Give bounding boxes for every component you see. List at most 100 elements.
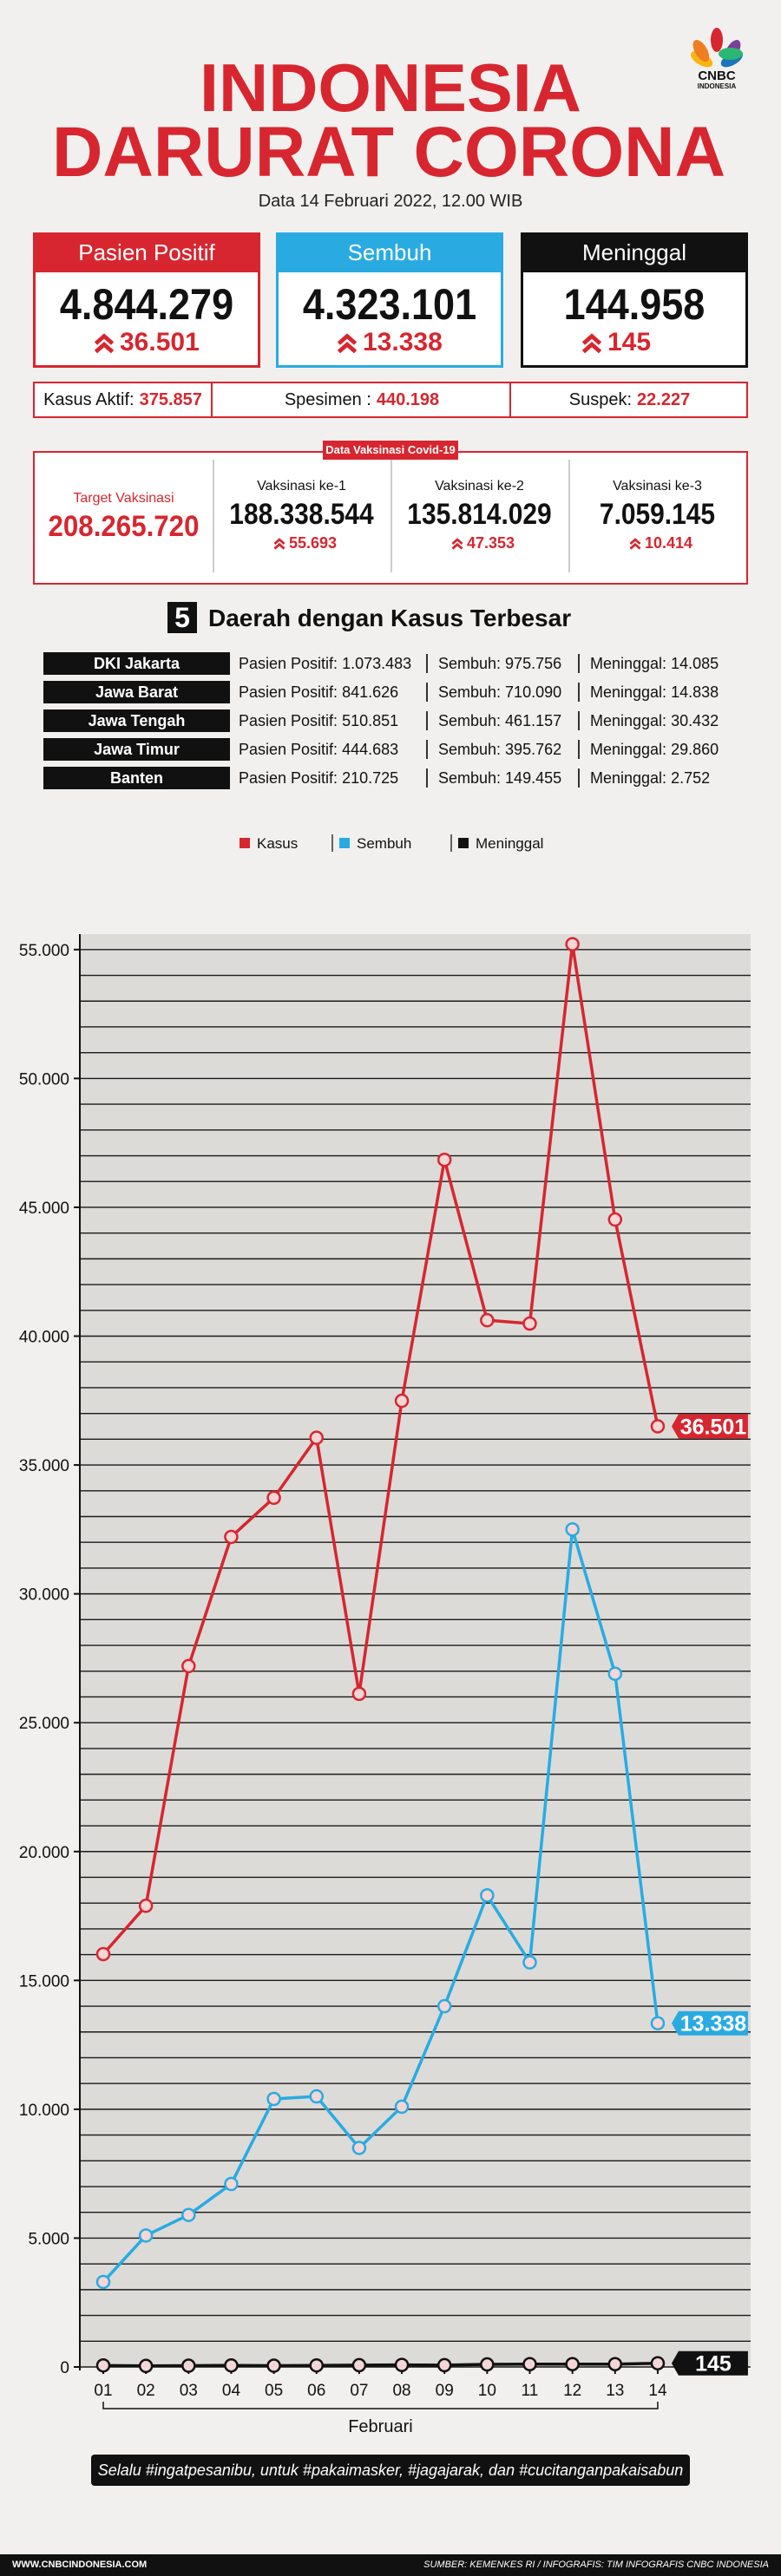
divider: [213, 460, 214, 572]
data-point: [224, 2357, 239, 2373]
region-label: Sembuh:: [438, 769, 502, 787]
region-cell: Meninggal: 14.838: [590, 681, 719, 703]
title-line: INDONESIA: [200, 49, 581, 126]
data-point: [436, 2357, 452, 2373]
summary-value: 375.857: [139, 390, 202, 409]
data-point: [607, 1212, 623, 1227]
region-cell: Sembuh: 975.756: [438, 652, 561, 675]
x-tick-label: 05: [265, 2382, 283, 2400]
up-icon: [337, 333, 358, 354]
legend-label: Meninggal: [476, 835, 543, 852]
data-point: [138, 2358, 154, 2374]
region-name: Jawa Timur: [43, 738, 230, 761]
logo-subtext: INDONESIA: [698, 82, 737, 90]
dose-label: Vaksinasi ke-1: [257, 479, 346, 494]
card-change: 13.338: [363, 328, 443, 356]
data-point: [309, 1430, 324, 1445]
region-label: Pasien Positif:: [239, 769, 338, 787]
card-value: 4.844.279: [59, 280, 234, 329]
region-cell: Pasien Positif: 210.725: [239, 767, 398, 789]
region-title: Daerah dengan Kasus Terbesar: [208, 605, 572, 631]
card-value: 144.958: [563, 280, 706, 329]
region-number: 5: [167, 602, 197, 633]
data-point: [522, 2357, 537, 2371]
data-point: [95, 2357, 111, 2373]
data-point: [650, 2016, 666, 2030]
legend-swatch: [458, 838, 469, 848]
separator: [578, 654, 580, 673]
region-label: Sembuh:: [438, 655, 502, 672]
region-value: 710.090: [505, 683, 562, 701]
target-value: 208.265.720: [48, 510, 200, 543]
region-value: 29.860: [671, 741, 719, 758]
date: Data 14 Februari 2022, 12.00 WIB: [259, 192, 523, 211]
dose-label: Vaksinasi ke-3: [613, 479, 702, 494]
card-change: 36.501: [120, 328, 200, 356]
chart: 0 5.000 10.000 15.000 20.000 25.000 30.000 35.0…: [19, 834, 751, 2436]
title-line: DARURAT CORONA: [52, 113, 725, 192]
summary-label: Suspek:: [568, 390, 633, 409]
region-label: Meninggal:: [590, 769, 667, 787]
summary-cell: Kasus Aktif: 375.857: [35, 383, 211, 416]
region-label: Meninggal:: [590, 655, 667, 672]
website: WWW.CNBCINDONESIA.COM: [12, 2560, 148, 2570]
x-tick-label: 04: [222, 2382, 241, 2400]
x-tick-label: 08: [392, 2382, 410, 2400]
x-tick-label: 06: [307, 2382, 325, 2400]
region-cell: Meninggal: 30.432: [590, 709, 719, 732]
data-point: [181, 2207, 196, 2222]
y-tick-label: 40.000: [19, 1329, 69, 1347]
x-tick-label: 13: [606, 2382, 624, 2400]
up-icon: [94, 333, 115, 354]
data-point: [266, 2358, 281, 2373]
region-name: Jawa Barat: [43, 681, 230, 703]
y-tick-label: 45.000: [19, 1200, 69, 1218]
header: INDONESIA DARURAT CORONA Data 14 Februar…: [52, 28, 744, 211]
source: SUMBER: KEMENKES RI / INFOGRAFIS: TIM IN…: [423, 2560, 769, 2570]
divider: [568, 460, 570, 572]
data-point: [436, 1152, 452, 1167]
legend-label: Kasus: [257, 835, 298, 852]
separator: [426, 654, 428, 673]
data-point: [565, 2357, 580, 2371]
up-icon: [451, 538, 463, 550]
card-header: Sembuh: [276, 232, 503, 272]
summary-value: 440.198: [376, 390, 440, 409]
x-tick-label: 01: [94, 2382, 112, 2400]
y-tick-label: 30.000: [19, 1586, 69, 1605]
separator: [426, 711, 428, 730]
x-tick-label: 09: [436, 2382, 454, 2400]
up-icon: [273, 538, 285, 550]
region-cell: Meninggal: 14.085: [590, 652, 719, 675]
region-value: 14.085: [671, 655, 719, 672]
data-point: [95, 1946, 111, 1962]
separator: [578, 711, 580, 730]
separator: [578, 740, 580, 759]
label-box: [671, 2350, 748, 2376]
dose-value: 7.059.145: [599, 498, 716, 531]
data-point: [351, 2357, 367, 2373]
logo-text: CNBC: [698, 69, 735, 83]
data-point: [607, 2357, 623, 2371]
region-value: 149.455: [505, 769, 562, 787]
bottom-bar: [0, 2554, 781, 2576]
data-point: [224, 1529, 239, 1545]
y-tick-label: 25.000: [19, 1715, 69, 1733]
y-tick-label: 50.000: [19, 1070, 69, 1089]
end-label: 36.501: [680, 1415, 747, 1439]
x-tick-label: 14: [648, 2382, 667, 2400]
region-label: Meninggal:: [590, 741, 667, 758]
region-name: Jawa Tengah: [43, 709, 230, 732]
data-point: [480, 1888, 495, 1903]
region-label: Sembuh:: [438, 741, 502, 758]
separator: [426, 740, 428, 759]
data-point: [394, 2099, 410, 2115]
region-cell: Pasien Positif: 841.626: [239, 681, 398, 703]
divider: [390, 460, 392, 572]
summary-label: Spesimen :: [284, 390, 371, 409]
card-header: Pasien Positif: [33, 232, 260, 272]
data-point: [351, 2141, 367, 2155]
end-label: 13.338: [680, 2012, 747, 2037]
card-value: 4.323.101: [302, 280, 477, 329]
region-cell: Sembuh: 395.762: [438, 738, 561, 761]
